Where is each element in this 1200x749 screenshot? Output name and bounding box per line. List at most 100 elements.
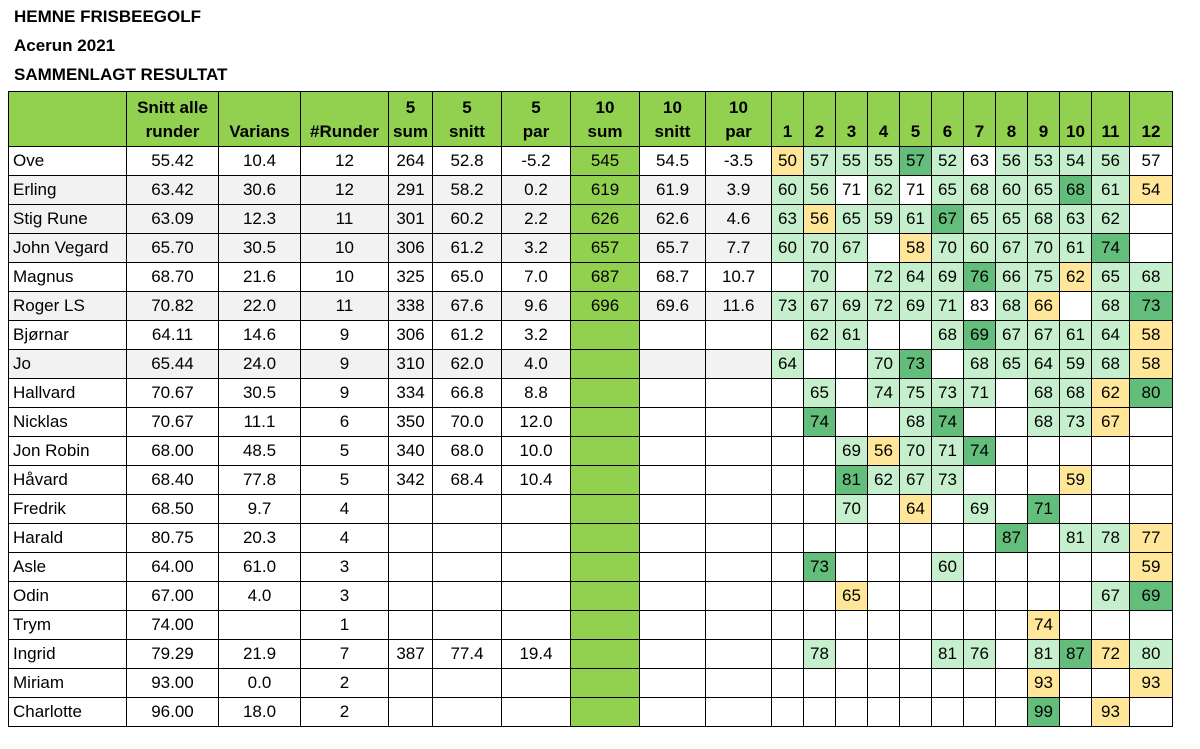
round-12-score: 77 — [1129, 523, 1173, 553]
round-1-score: 50 — [771, 146, 804, 176]
par-10-cell — [705, 378, 772, 408]
round-5-score — [899, 697, 932, 727]
round-2-score — [803, 668, 836, 698]
round-3-score: 65 — [835, 204, 868, 234]
par-5-cell — [501, 610, 571, 640]
round-8-score — [995, 378, 1028, 408]
rounds-count-cell: 9 — [300, 349, 389, 379]
round-5-score: 75 — [899, 378, 932, 408]
name-header — [8, 91, 127, 147]
rounds-count-cell: 5 — [300, 436, 389, 466]
round-12-score: 93 — [1129, 668, 1173, 698]
variance-cell: 30.5 — [218, 378, 301, 408]
par-5-cell: 2.2 — [501, 204, 571, 234]
round-5-score — [899, 668, 932, 698]
sum-5-cell: 387 — [388, 639, 433, 669]
avg-10-cell — [639, 610, 706, 640]
round-2-score — [803, 697, 836, 727]
par-10-cell: 11.6 — [705, 291, 772, 321]
sum-10-cell — [570, 552, 640, 582]
round-6-score — [931, 668, 964, 698]
round-9-score: 67 — [1027, 320, 1060, 350]
avg-10-cell — [639, 465, 706, 495]
variance-cell: 0.0 — [218, 668, 301, 698]
avg-5-cell: 67.6 — [432, 291, 502, 321]
round-4-score — [867, 320, 900, 350]
par-10-cell — [705, 581, 772, 611]
par-10-cell — [705, 465, 772, 495]
round-11-score — [1091, 668, 1130, 698]
round-12-score — [1129, 610, 1173, 640]
round-11-score — [1091, 494, 1130, 524]
table-row: Harald 80.75 20.3 4 87 81 78 77 — [8, 523, 1173, 553]
variance-cell: 20.3 — [218, 523, 301, 553]
sum-10-cell — [570, 378, 640, 408]
par-10-cell: -3.5 — [705, 146, 772, 176]
sum-5-cell — [388, 697, 433, 727]
round-9-score: 66 — [1027, 291, 1060, 321]
par-5-cell — [501, 523, 571, 553]
avg-score-cell: 70.67 — [126, 378, 219, 408]
round-6-score: 71 — [931, 291, 964, 321]
round-3-score — [835, 697, 868, 727]
avg-score-cell: 68.70 — [126, 262, 219, 292]
round-12-score — [1129, 407, 1173, 437]
sum-10-cell: 696 — [570, 291, 640, 321]
round-4-score: 59 — [867, 204, 900, 234]
round-9-score: 74 — [1027, 610, 1060, 640]
player-name: Miriam — [8, 668, 127, 698]
round-12-score — [1129, 204, 1173, 234]
round-6-score: 73 — [931, 465, 964, 495]
avg-10-cell — [639, 436, 706, 466]
round-10-score — [1059, 668, 1092, 698]
round-3-score: 55 — [835, 146, 868, 176]
rounds-count-cell: 3 — [300, 581, 389, 611]
sum-10-cell: 626 — [570, 204, 640, 234]
table-row: Jo 65.44 24.0 9 310 62.0 4.0 64 70 73 68 65 64 59 68 58 — [8, 349, 1173, 379]
avg-10-cell — [639, 639, 706, 669]
round-8-score — [995, 668, 1028, 698]
round-8-score: 60 — [995, 175, 1028, 205]
round-10-score — [1059, 697, 1092, 727]
avg-10-cell — [639, 494, 706, 524]
round-1-score: 63 — [771, 204, 804, 234]
variance-cell: 11.1 — [218, 407, 301, 437]
round-10-score — [1059, 494, 1092, 524]
round-7-score: 76 — [963, 262, 996, 292]
round-10-score — [1059, 291, 1092, 321]
round-9-score: 68 — [1027, 378, 1060, 408]
round-6-score: 71 — [931, 436, 964, 466]
report-titles: HEMNE FRISBEEGOLF Acerun 2021 SAMMENLAGT… — [14, 6, 227, 93]
round-10-score — [1059, 436, 1092, 466]
round-5-score: 61 — [899, 204, 932, 234]
round-6-score: 52 — [931, 146, 964, 176]
round-1-score — [771, 407, 804, 437]
round-10-score: 61 — [1059, 233, 1092, 263]
avg-5-cell: 70.0 — [432, 407, 502, 437]
avg-5-cell — [432, 494, 502, 524]
round-1-score — [771, 262, 804, 292]
round-3-score: 69 — [835, 291, 868, 321]
round-2-score: 78 — [803, 639, 836, 669]
sum-5-cell: 338 — [388, 291, 433, 321]
round-3-score — [835, 407, 868, 437]
table-row: Bjørnar 64.11 14.6 9 306 61.2 3.2 62 61 68 69 67 67 6… — [8, 320, 1173, 350]
round-4-score: 62 — [867, 175, 900, 205]
par-5-cell: 4.0 — [501, 349, 571, 379]
round-12-score: 69 — [1129, 581, 1173, 611]
header-round-4: 4 — [867, 91, 900, 147]
variance-cell: 9.7 — [218, 494, 301, 524]
sum-10-cell: 657 — [570, 233, 640, 263]
round-1-score — [771, 523, 804, 553]
header-5-sum: 5 sum — [388, 91, 433, 147]
round-3-score — [835, 262, 868, 292]
table-row: Stig Rune 63.09 12.3 11 301 60.2 2.2 626 62.6 4.6… — [8, 204, 1173, 234]
round-6-score: 65 — [931, 175, 964, 205]
player-name: Charlotte — [8, 697, 127, 727]
round-5-score — [899, 320, 932, 350]
table-row: Trym 74.00 1 74 — [8, 610, 1173, 640]
round-5-score — [899, 552, 932, 582]
round-10-score: 61 — [1059, 320, 1092, 350]
header-round-9: 9 — [1027, 91, 1060, 147]
